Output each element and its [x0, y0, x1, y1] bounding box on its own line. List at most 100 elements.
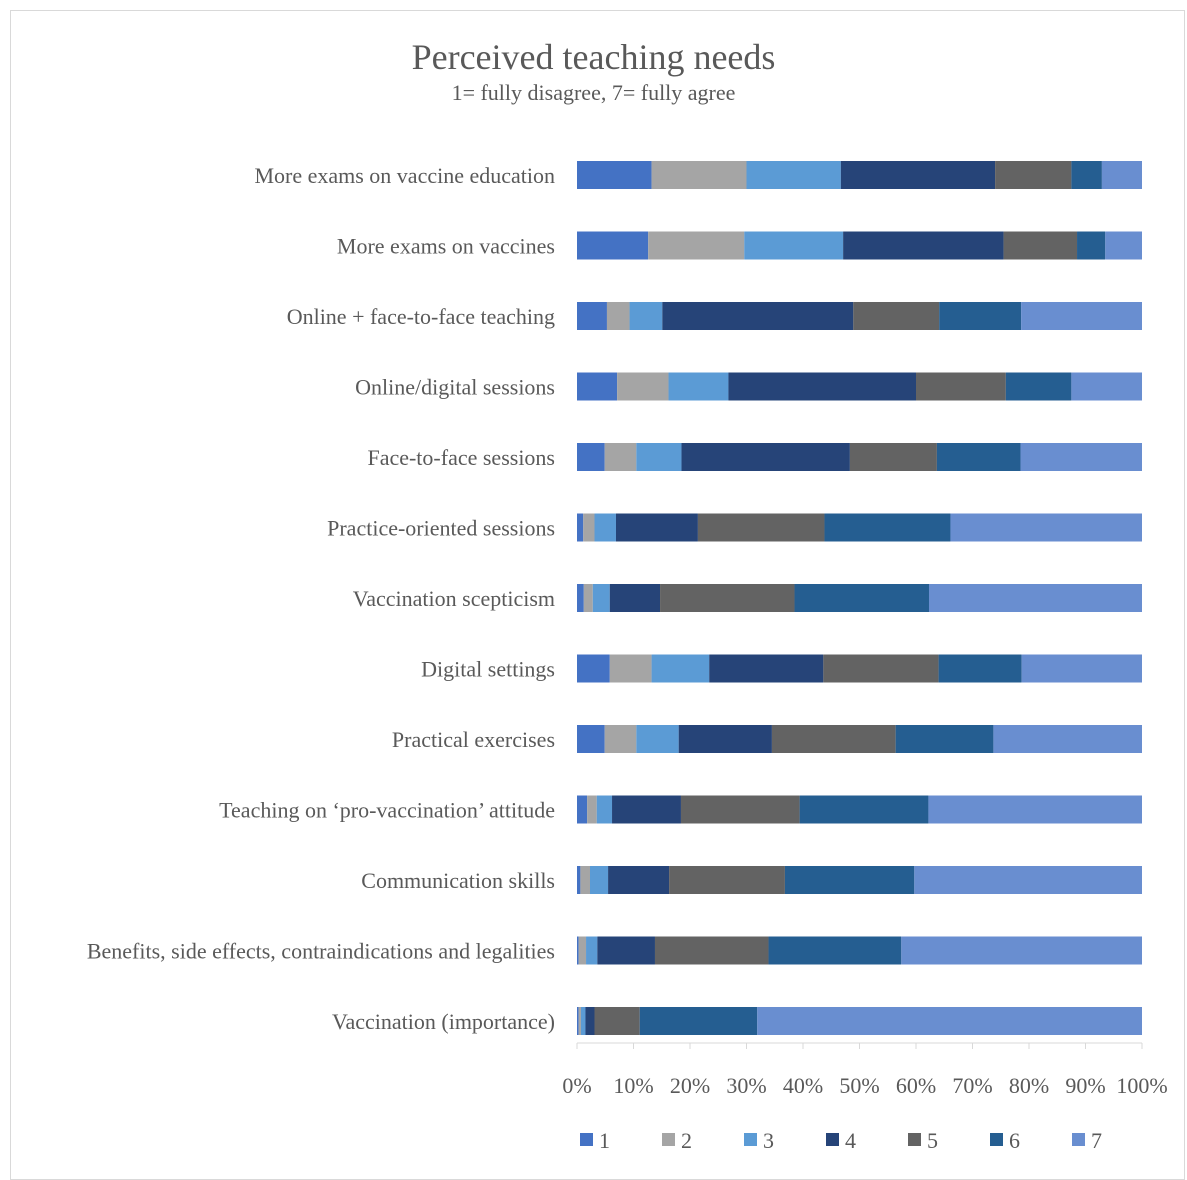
bar-segment	[604, 443, 637, 471]
x-tick-label: 40%	[783, 1073, 823, 1098]
bar-segment	[757, 1007, 1142, 1035]
legend-label: 5	[927, 1128, 938, 1153]
x-tick-label: 20%	[670, 1073, 710, 1098]
bar-segment	[1071, 161, 1102, 189]
legend-label: 6	[1009, 1128, 1020, 1153]
bar-segment	[938, 654, 1022, 683]
bar-segment	[1071, 372, 1143, 401]
bar-segment	[936, 443, 1021, 471]
bar-segment	[609, 584, 661, 612]
bar-segment	[577, 302, 607, 330]
bar-segment	[1021, 654, 1142, 683]
bar-segment	[608, 866, 670, 894]
bar-segment	[594, 513, 616, 542]
bar-segment	[651, 654, 710, 683]
x-tick-label: 90%	[1065, 1073, 1105, 1098]
category-label: More exams on vaccines	[337, 234, 555, 259]
bar-segment	[617, 372, 669, 401]
bar-segment	[914, 866, 1142, 894]
x-tick-label: 80%	[1009, 1073, 1049, 1098]
bar-segment	[615, 513, 698, 542]
bar-segment	[583, 513, 595, 542]
bar-segment	[578, 936, 587, 965]
category-label: Digital settings	[421, 657, 555, 682]
bar-segment	[939, 302, 1022, 330]
x-tick-label: 0%	[562, 1073, 591, 1098]
bar-segment	[662, 302, 854, 330]
bar-segment	[709, 654, 824, 683]
bar-segment	[586, 936, 598, 965]
bar-segment	[678, 725, 772, 753]
bar-segment	[597, 936, 655, 965]
bar-segment	[580, 866, 590, 894]
bar-segment	[849, 443, 937, 471]
x-tick-label: 60%	[896, 1073, 936, 1098]
bar-segment	[668, 372, 729, 401]
category-label: Vaccination scepticism	[353, 586, 555, 611]
bar-segment	[799, 795, 929, 824]
legend-swatch	[662, 1133, 675, 1146]
bar-segment	[895, 725, 994, 753]
bar-segment	[768, 936, 902, 965]
legend-label: 3	[763, 1128, 774, 1153]
category-label: Communication skills	[361, 868, 555, 893]
bar-segment	[577, 725, 605, 753]
category-label: Practice-oriented sessions	[327, 516, 555, 541]
legend-label: 7	[1091, 1128, 1102, 1153]
bar-segment	[823, 654, 939, 683]
bar-segment	[680, 795, 800, 824]
bar-segment	[993, 725, 1142, 753]
bar-segment	[609, 654, 652, 683]
bar-segment	[744, 231, 844, 260]
bar-segment	[577, 654, 610, 683]
bar-segment	[681, 443, 850, 471]
bar-segment	[592, 584, 610, 612]
category-label: Online/digital sessions	[355, 375, 555, 400]
bar-segment	[728, 372, 916, 401]
category-label: Online + face-to-face teaching	[287, 304, 555, 329]
x-tick-label: 70%	[952, 1073, 992, 1098]
bar-segment	[824, 513, 951, 542]
bar-segment	[1020, 443, 1142, 471]
bar-segment	[669, 866, 785, 894]
bar-segment	[929, 584, 1142, 612]
bar-segment	[654, 936, 769, 965]
legend-label: 4	[845, 1128, 856, 1153]
bar-segment	[639, 1007, 758, 1035]
legend-swatch	[908, 1133, 921, 1146]
category-label: Practical exercises	[392, 727, 555, 752]
bar-segment	[604, 725, 637, 753]
legend-swatch	[826, 1133, 839, 1146]
bar-segment	[577, 584, 584, 612]
legend-label: 2	[681, 1128, 692, 1153]
bar-segment	[651, 161, 747, 189]
bar-segment	[587, 795, 597, 824]
bar-segment	[606, 302, 630, 330]
bar-segment	[629, 302, 663, 330]
bar-segment	[1105, 231, 1142, 260]
bar-segment	[840, 161, 996, 189]
bar-segment	[784, 866, 915, 894]
bar-segment	[590, 866, 609, 894]
legend-swatch	[990, 1133, 1003, 1146]
bar-segment	[746, 161, 841, 189]
category-label: Face-to-face sessions	[367, 445, 555, 470]
bar-segment	[636, 443, 682, 471]
bar-segment	[636, 725, 679, 753]
legend-swatch	[580, 1133, 593, 1146]
category-label: Benefits, side effects, contraindication…	[87, 939, 555, 964]
bar-segment	[1101, 161, 1142, 189]
bar-segment	[916, 372, 1006, 401]
category-label: More exams on vaccine education	[254, 163, 555, 188]
legend-swatch	[744, 1133, 757, 1146]
bar-segment	[577, 936, 579, 965]
chart-subtitle: 1= fully disagree, 7= fully agree	[451, 80, 736, 105]
legend-swatch	[1072, 1133, 1085, 1146]
bar-segment	[794, 584, 929, 612]
bar-segment	[577, 372, 618, 401]
bar-segment	[612, 795, 681, 824]
chart-title: Perceived teaching needs	[411, 37, 776, 77]
bar-segment	[577, 443, 605, 471]
bar-segment	[928, 795, 1142, 824]
